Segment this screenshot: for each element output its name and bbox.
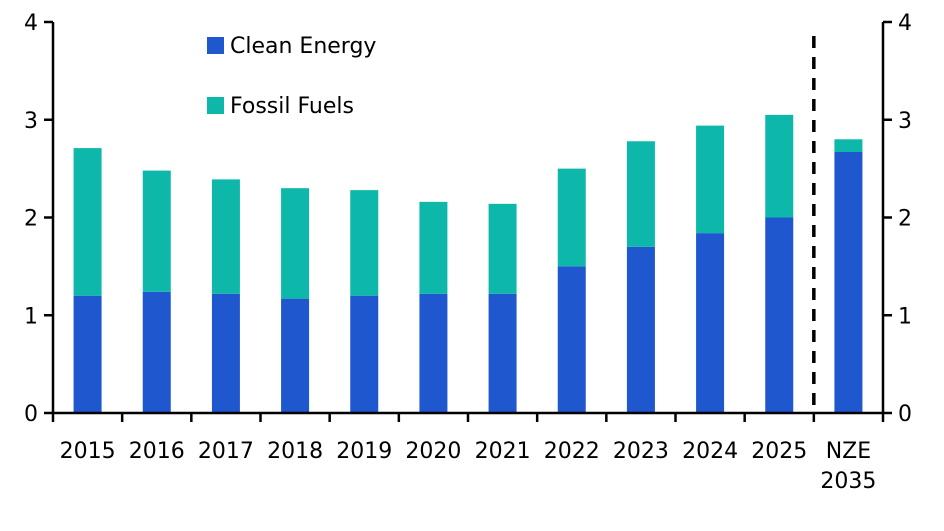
right-y-tick-label: 1 — [898, 304, 912, 329]
x-tick-label: 2021 — [475, 439, 531, 464]
x-tick-label: 2019 — [336, 439, 392, 464]
bar-fossil-fuels-2015 — [73, 148, 102, 296]
left-y-tick-label: 3 — [24, 109, 38, 134]
left-y-tick-label: 1 — [24, 304, 38, 329]
legend: Clean Energy Fossil Fuels — [207, 34, 376, 119]
bar-clean-energy-2015 — [73, 295, 102, 413]
bar-fossil-fuels-2023 — [626, 141, 655, 247]
bar-fossil-fuels-2020 — [419, 201, 448, 294]
bar-fossil-fuels-nze-2035 — [834, 139, 863, 153]
x-tick-label: 2018 — [267, 439, 323, 464]
bar-fossil-fuels-2018 — [281, 188, 310, 299]
left-y-tick-label: 0 — [24, 402, 38, 427]
bar-clean-energy-2019 — [350, 295, 379, 413]
bar-fossil-fuels-2022 — [557, 168, 586, 267]
x-tick-label: 2024 — [682, 439, 738, 464]
bar-fossil-fuels-2016 — [142, 170, 171, 292]
bar-clean-energy-2018 — [281, 298, 310, 413]
bar-clean-energy-2021 — [488, 293, 517, 413]
bars-layer — [73, 114, 863, 413]
x-axis-ticks: 2015 2016 2017 2018 2019 2020 2021 2022 2023 2024… — [51, 413, 885, 494]
legend-label-fossil-fuels: Fossil Fuels — [230, 94, 354, 119]
legend-swatch-fossil-fuels — [207, 97, 224, 114]
bar-clean-energy-2025 — [765, 217, 794, 413]
right-y-tick-label: 3 — [898, 109, 912, 134]
bar-fossil-fuels-2017 — [211, 179, 240, 294]
bar-clean-energy-2023 — [626, 246, 655, 413]
x-tick-label: 2015 — [60, 439, 116, 464]
left-y-tick-label: 4 — [24, 11, 38, 36]
x-tick-label: 2025 — [751, 439, 807, 464]
x-tick-label: 2017 — [198, 439, 254, 464]
bar-clean-energy-2020 — [419, 293, 448, 413]
bar-fossil-fuels-2021 — [488, 203, 517, 294]
legend-label-clean-energy: Clean Energy — [230, 34, 376, 59]
bar-fossil-fuels-2019 — [350, 190, 379, 296]
left-y-tick-label: 2 — [24, 207, 38, 232]
bar-clean-energy-2022 — [557, 266, 586, 413]
bar-clean-energy-2024 — [696, 233, 725, 413]
right-y-axis-ticks: 0 1 2 3 4 — [883, 11, 912, 427]
axes-layer — [51, 22, 885, 415]
right-y-tick-label: 0 — [898, 402, 912, 427]
right-y-tick-label: 2 — [898, 207, 912, 232]
x-tick-label: 2035 — [820, 469, 876, 494]
x-tick-label: 2023 — [613, 439, 669, 464]
bar-clean-energy-2016 — [142, 291, 171, 413]
bar-fossil-fuels-2024 — [696, 125, 725, 234]
x-tick-label: 2020 — [405, 439, 461, 464]
bar-clean-energy-nze-2035 — [834, 152, 863, 413]
x-tick-label: 2016 — [129, 439, 185, 464]
x-tick-label: NZE — [826, 439, 871, 464]
bar-fossil-fuels-2025 — [765, 114, 794, 218]
right-y-tick-label: 4 — [898, 11, 912, 36]
bar-clean-energy-2017 — [211, 293, 240, 413]
left-y-axis-ticks: 0 1 2 3 4 — [24, 11, 53, 427]
x-tick-label: 2022 — [544, 439, 600, 464]
legend-swatch-clean-energy — [207, 37, 224, 54]
